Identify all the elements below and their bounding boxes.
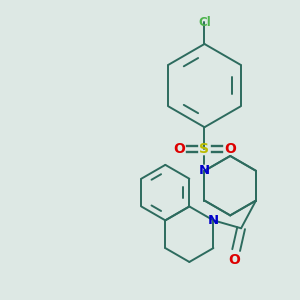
- Text: O: O: [224, 142, 236, 156]
- Text: Cl: Cl: [198, 16, 211, 29]
- Text: N: N: [208, 214, 219, 227]
- Text: O: O: [228, 253, 240, 267]
- Text: N: N: [199, 164, 210, 177]
- Text: S: S: [200, 142, 209, 156]
- Text: O: O: [173, 142, 185, 156]
